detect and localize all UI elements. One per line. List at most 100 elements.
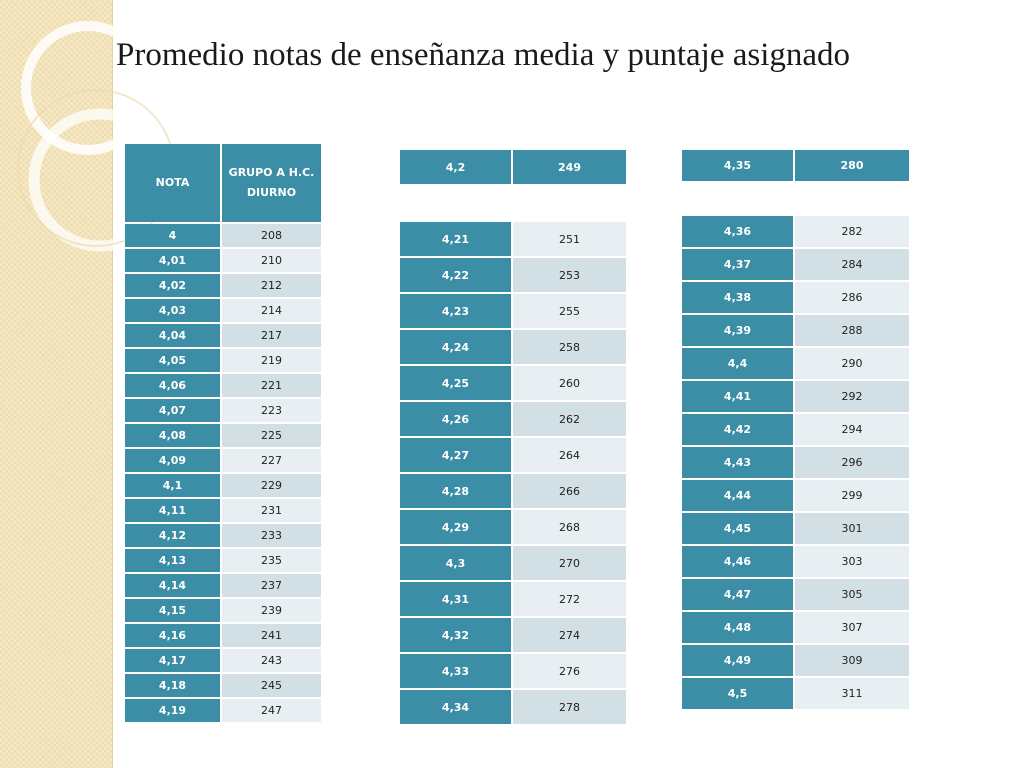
table-row: 4,5 311 [682,678,909,709]
puntaje-cell: 278 [513,690,626,724]
puntaje-cell: 268 [513,510,626,544]
table-row: 4,08 225 [125,424,321,447]
table-row: 4,29 268 [400,510,626,544]
table-row: 4,3 270 [400,546,626,580]
nota-cell: 4,44 [682,480,795,511]
puntaje-cell: 301 [795,513,909,544]
table-row: 4,2 249 [400,150,626,184]
nota-cell: 4,37 [682,249,795,280]
table-row: 4,28 266 [400,474,626,508]
column-header-nota: NOTA [125,144,222,222]
table-row: 4,47 305 [682,579,909,610]
nota-cell: 4,35 [682,150,795,181]
table-row: 4,03 214 [125,299,321,322]
table-row: 4,06 221 [125,374,321,397]
table-row: 4,33 276 [400,654,626,688]
nota-cell: 4,31 [400,582,513,616]
nota-cell: 4,01 [125,249,222,272]
nota-cell: 4,42 [682,414,795,445]
nota-cell: 4 [125,224,222,247]
puntaje-cell: 251 [513,222,626,256]
nota-cell: 4,03 [125,299,222,322]
puntaje-cell: 233 [222,524,321,547]
table-row: 4,18 245 [125,674,321,697]
table-row: 4,24 258 [400,330,626,364]
puntaje-cell: 253 [513,258,626,292]
table-row: 4,32 274 [400,618,626,652]
nota-cell: 4,41 [682,381,795,412]
table-header-row: NOTA GRUPO A H.C. DIURNO [125,144,321,222]
nota-cell: 4,48 [682,612,795,643]
puntaje-cell: 307 [795,612,909,643]
puntaje-cell: 212 [222,274,321,297]
nota-cell: 4,45 [682,513,795,544]
puntaje-cell: 280 [795,150,909,181]
puntaje-cell: 299 [795,480,909,511]
nota-cell: 4,25 [400,366,513,400]
nota-cell: 4,23 [400,294,513,328]
table-row: 4,02 212 [125,274,321,297]
puntaje-cell: 217 [222,324,321,347]
table-row: 4,45 301 [682,513,909,544]
nota-cell: 4,34 [400,690,513,724]
table-row: 4,37 284 [682,249,909,280]
puntaje-cell: 288 [795,315,909,346]
nota-cell: 4,26 [400,402,513,436]
puntaje-cell: 210 [222,249,321,272]
puntaje-cell: 247 [222,699,321,722]
nota-cell: 4,21 [400,222,513,256]
nota-cell: 4,1 [125,474,222,497]
table-row: 4,49 309 [682,645,909,676]
nota-cell: 4,11 [125,499,222,522]
nota-cell: 4,5 [682,678,795,709]
table-row: 4,44 299 [682,480,909,511]
nota-cell: 4,47 [682,579,795,610]
puntaje-cell: 303 [795,546,909,577]
table-row: 4,34 278 [400,690,626,724]
puntaje-cell: 276 [513,654,626,688]
table-row: 4,01 210 [125,249,321,272]
puntaje-cell: 249 [513,150,626,184]
table-gap [682,183,909,214]
puntaje-cell: 292 [795,381,909,412]
table-row: 4,17 243 [125,649,321,672]
nota-cell: 4,36 [682,216,795,247]
table-row: 4,35 280 [682,150,909,181]
puntaje-cell: 245 [222,674,321,697]
nota-cell: 4,19 [125,699,222,722]
nota-cell: 4,18 [125,674,222,697]
puntaje-cell: 239 [222,599,321,622]
nota-cell: 4,08 [125,424,222,447]
nota-cell: 4,16 [125,624,222,647]
column-header-grupo: GRUPO A H.C. DIURNO [222,144,321,222]
puntaje-cell: 227 [222,449,321,472]
puntaje-cell: 305 [795,579,909,610]
table-row: 4,4 290 [682,348,909,379]
puntaje-cell: 296 [795,447,909,478]
puntaje-cell: 237 [222,574,321,597]
puntaje-cell: 266 [513,474,626,508]
puntaje-cell: 264 [513,438,626,472]
nota-cell: 4,04 [125,324,222,347]
table-row: 4,26 262 [400,402,626,436]
table-row: 4,46 303 [682,546,909,577]
puntaje-cell: 223 [222,399,321,422]
puntaje-cell: 284 [795,249,909,280]
table-row: 4,14 237 [125,574,321,597]
nota-cell: 4,38 [682,282,795,313]
puntaje-cell: 274 [513,618,626,652]
puntaje-cell: 258 [513,330,626,364]
puntaje-cell: 309 [795,645,909,676]
table-row: 4,11 231 [125,499,321,522]
table-row: 4,12 233 [125,524,321,547]
nota-cell: 4,07 [125,399,222,422]
nota-cell: 4,29 [400,510,513,544]
scores-table-2: 4,2 249 4,21 251 4,22 253 4,23 255 4,24 258 4,25 26… [400,148,626,726]
table-row: 4,39 288 [682,315,909,346]
nota-cell: 4,09 [125,449,222,472]
puntaje-cell: 219 [222,349,321,372]
table-row: 4,41 292 [682,381,909,412]
table-row: 4,27 264 [400,438,626,472]
nota-cell: 4,43 [682,447,795,478]
nota-cell: 4,24 [400,330,513,364]
